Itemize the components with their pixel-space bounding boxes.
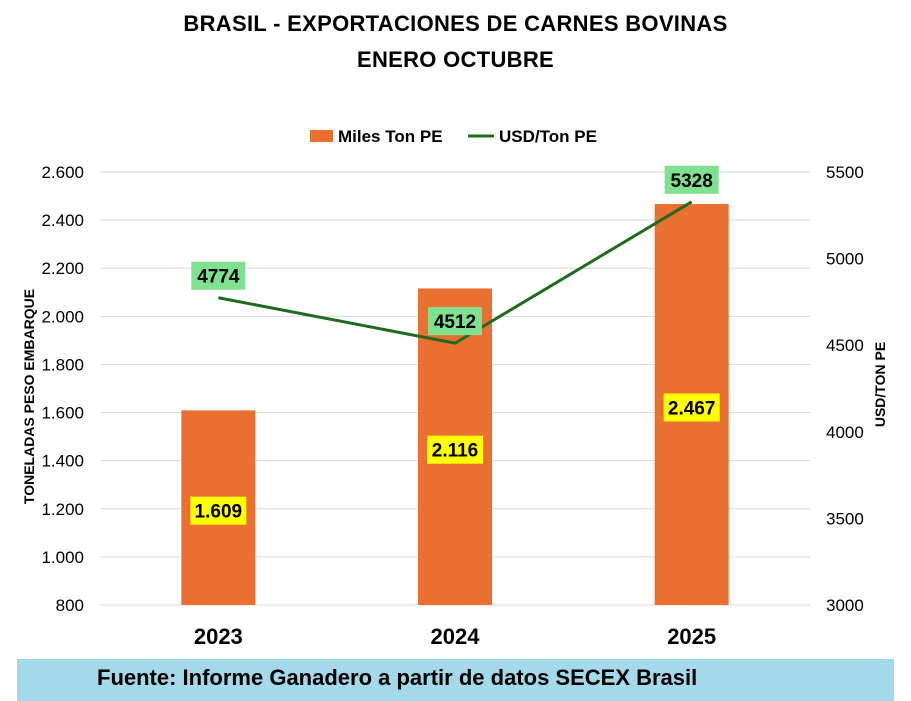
- y-right-tick-label: 5000: [826, 250, 864, 269]
- y-left-tick-label: 1.000: [41, 548, 84, 567]
- line-data-label: 4774: [197, 267, 240, 288]
- line-series: [218, 200, 693, 345]
- bar-data-label: 2.116: [432, 441, 479, 462]
- source-text: Fuente: Informe Ganadero a partir de dat…: [97, 665, 698, 690]
- y-left-tick-label: 1.600: [41, 404, 84, 423]
- line-data-label: 5328: [671, 171, 713, 192]
- y-left-tick-label: 1.400: [41, 452, 84, 471]
- bar-data-label: 2.467: [668, 398, 716, 419]
- line-label-bg: [428, 307, 482, 336]
- x-tick-label: 2024: [431, 624, 481, 649]
- x-tick-label: 2025: [667, 624, 716, 649]
- source-footer: Fuente: Informe Ganadero a partir de dat…: [17, 659, 894, 701]
- bar-label-bg: [427, 435, 483, 464]
- legend-label-bars: Miles Ton PE: [338, 127, 443, 146]
- bar-label-bg: [190, 496, 247, 525]
- y-left-tick-label: 2.600: [41, 163, 84, 182]
- y-right-tick-label: 4000: [826, 423, 864, 442]
- line-label-bg: [191, 261, 246, 290]
- y-right-tick-label: 3000: [826, 596, 864, 615]
- y-left-axis-title: TONELADAS PESO EMBARQUE: [21, 289, 37, 504]
- y-right-tick-label: 5500: [826, 163, 864, 182]
- y-left-tick-label: 1.800: [41, 355, 84, 374]
- x-tick-label: 2023: [194, 624, 243, 649]
- chart-canvas: 800 1.000 1.200 1.400 1.600 1.800 2.000 2.200 2.…: [21, 127, 888, 649]
- chart-subtitle: ENERO OCTUBRE: [356, 47, 555, 72]
- bar-label-bg: [663, 393, 720, 422]
- y-left-tick-label: 2.200: [41, 259, 84, 278]
- legend-swatch-bars: [310, 130, 333, 142]
- line-data-label: 4512: [434, 312, 476, 333]
- y-left-tick-label: 800: [56, 596, 84, 615]
- y-left-tick-label: 1.200: [41, 500, 84, 519]
- line-label-bg: [664, 165, 719, 194]
- y-right-axis-title: USD/TON PE: [872, 342, 888, 427]
- y-right-tick-label: 3500: [826, 509, 864, 528]
- legend-label-line: USD/Ton PE: [499, 127, 597, 146]
- chart-title: BRASIL - EXPORTACIONES DE CARNES BOVINAS: [183, 11, 728, 36]
- y-left-tick-label: 2.000: [41, 307, 84, 326]
- y-right-tick-label: 4500: [826, 336, 864, 355]
- bar-data-label: 1.609: [195, 502, 243, 523]
- y-left-tick-label: 2.400: [41, 211, 84, 230]
